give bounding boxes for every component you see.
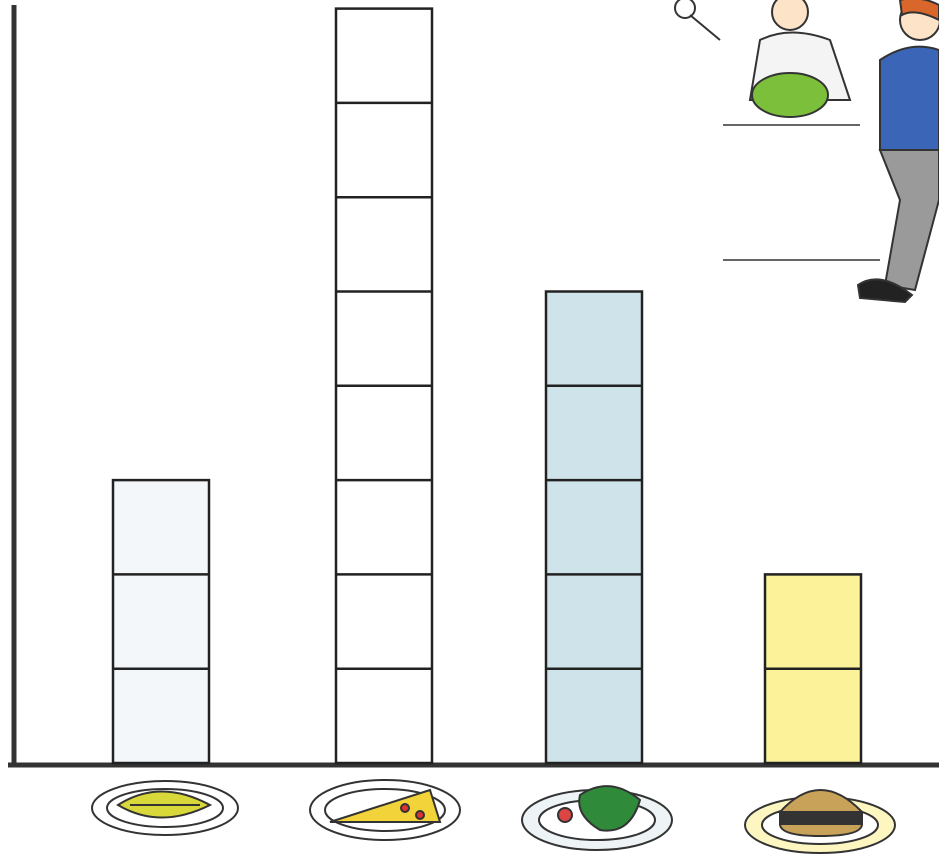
- salad-plate: [521, 785, 673, 851]
- pizza-plate: [309, 779, 461, 841]
- bar: [111, 478, 211, 765]
- burger-plate: [744, 789, 896, 854]
- illustration: [674, 0, 939, 304]
- fish-plate: [91, 780, 239, 836]
- bar: [544, 290, 644, 765]
